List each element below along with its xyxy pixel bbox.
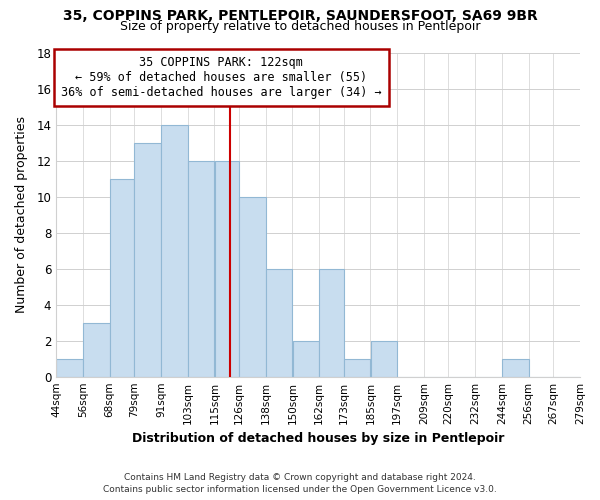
Bar xyxy=(188,160,214,376)
Bar xyxy=(110,178,134,376)
Bar xyxy=(215,160,239,376)
Bar xyxy=(83,322,110,376)
X-axis label: Distribution of detached houses by size in Pentlepoir: Distribution of detached houses by size … xyxy=(132,432,504,445)
Bar xyxy=(344,358,370,376)
Bar xyxy=(502,358,529,376)
Bar xyxy=(319,268,344,376)
Y-axis label: Number of detached properties: Number of detached properties xyxy=(15,116,28,313)
Text: Size of property relative to detached houses in Pentlepoir: Size of property relative to detached ho… xyxy=(120,20,480,33)
Text: 35, COPPINS PARK, PENTLEPOIR, SAUNDERSFOOT, SA69 9BR: 35, COPPINS PARK, PENTLEPOIR, SAUNDERSFO… xyxy=(62,9,538,23)
Bar xyxy=(56,358,83,376)
Text: 35 COPPINS PARK: 122sqm
← 59% of detached houses are smaller (55)
36% of semi-de: 35 COPPINS PARK: 122sqm ← 59% of detache… xyxy=(61,56,382,99)
Bar xyxy=(293,340,319,376)
Bar xyxy=(134,142,161,376)
Text: Contains HM Land Registry data © Crown copyright and database right 2024.
Contai: Contains HM Land Registry data © Crown c… xyxy=(103,472,497,494)
Bar xyxy=(239,196,266,376)
Bar xyxy=(371,340,397,376)
Bar xyxy=(161,124,188,376)
Bar xyxy=(266,268,292,376)
